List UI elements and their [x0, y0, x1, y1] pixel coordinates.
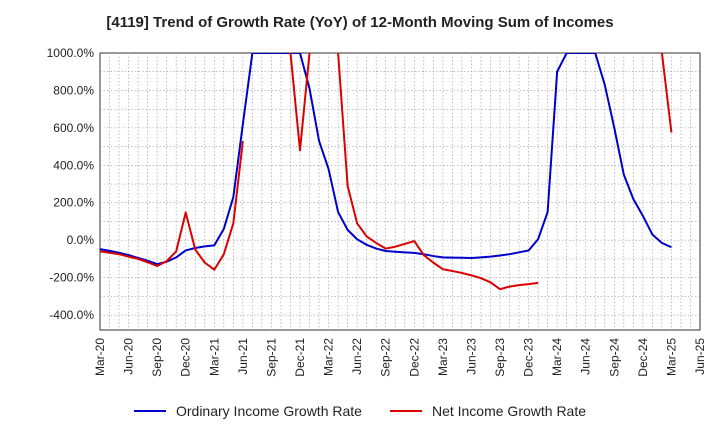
x-tick-label: Mar-24 [550, 338, 564, 376]
series-line-net [289, 53, 311, 152]
legend-swatch-net [389, 410, 422, 412]
y-tick-label: 400.0% [53, 158, 94, 172]
x-tick-label: Mar-22 [322, 338, 336, 376]
x-tick-label: Jun-24 [579, 338, 593, 375]
x-tick-label: Dec-21 [293, 338, 307, 377]
x-tick-label: Sep-21 [264, 338, 278, 377]
x-tick-label: Sep-23 [493, 338, 507, 377]
legend-swatch-ordinary [133, 410, 166, 412]
series-line-net [337, 53, 539, 291]
x-tick-label: Jun-23 [464, 338, 478, 375]
x-tick-label: Jun-25 [693, 338, 707, 375]
x-tick-label: Dec-23 [522, 338, 536, 377]
series-line-net [100, 140, 244, 271]
y-tick-label: 0.0% [67, 233, 95, 247]
x-tick-label: Mar-20 [93, 338, 107, 376]
series-line-net [660, 53, 673, 133]
plot-frame [99, 52, 701, 331]
y-tick-label: 600.0% [53, 121, 94, 135]
x-tick-label: Mar-23 [436, 338, 450, 376]
legend-item-ordinary: Ordinary Income Growth Rate [133, 403, 362, 419]
legend-label-net: Net Income Growth Rate [431, 403, 587, 419]
x-tick-label: Jun-21 [236, 338, 250, 375]
chart-legend: Ordinary Income Growth Rate Net Income G… [0, 403, 720, 419]
x-tick-label: Sep-24 [607, 338, 621, 377]
legend-label-ordinary: Ordinary Income Growth Rate [175, 403, 362, 419]
y-tick-label: 800.0% [53, 83, 94, 97]
series-line-ordinary [100, 53, 672, 266]
x-tick-label: Dec-24 [636, 338, 650, 377]
y-tick-label: -400.0% [49, 308, 94, 322]
x-tick-label: Mar-25 [664, 338, 678, 376]
x-tick-label: Jun-22 [350, 338, 364, 375]
x-tick-label: Dec-20 [179, 338, 193, 377]
x-tick-label: Mar-21 [207, 338, 221, 376]
chart-title: [4119] Trend of Growth Rate (YoY) of 12-… [106, 14, 614, 31]
legend-item-net: Net Income Growth Rate [389, 403, 587, 419]
x-tick-label: Sep-20 [150, 338, 164, 377]
y-tick-label: 200.0% [53, 196, 94, 210]
y-tick-label: 1000.0% [47, 46, 95, 60]
x-tick-label: Dec-22 [407, 338, 421, 377]
y-tick-label: -200.0% [49, 271, 94, 285]
x-tick-label: Sep-22 [379, 338, 393, 377]
x-tick-label: Jun-20 [122, 338, 136, 375]
